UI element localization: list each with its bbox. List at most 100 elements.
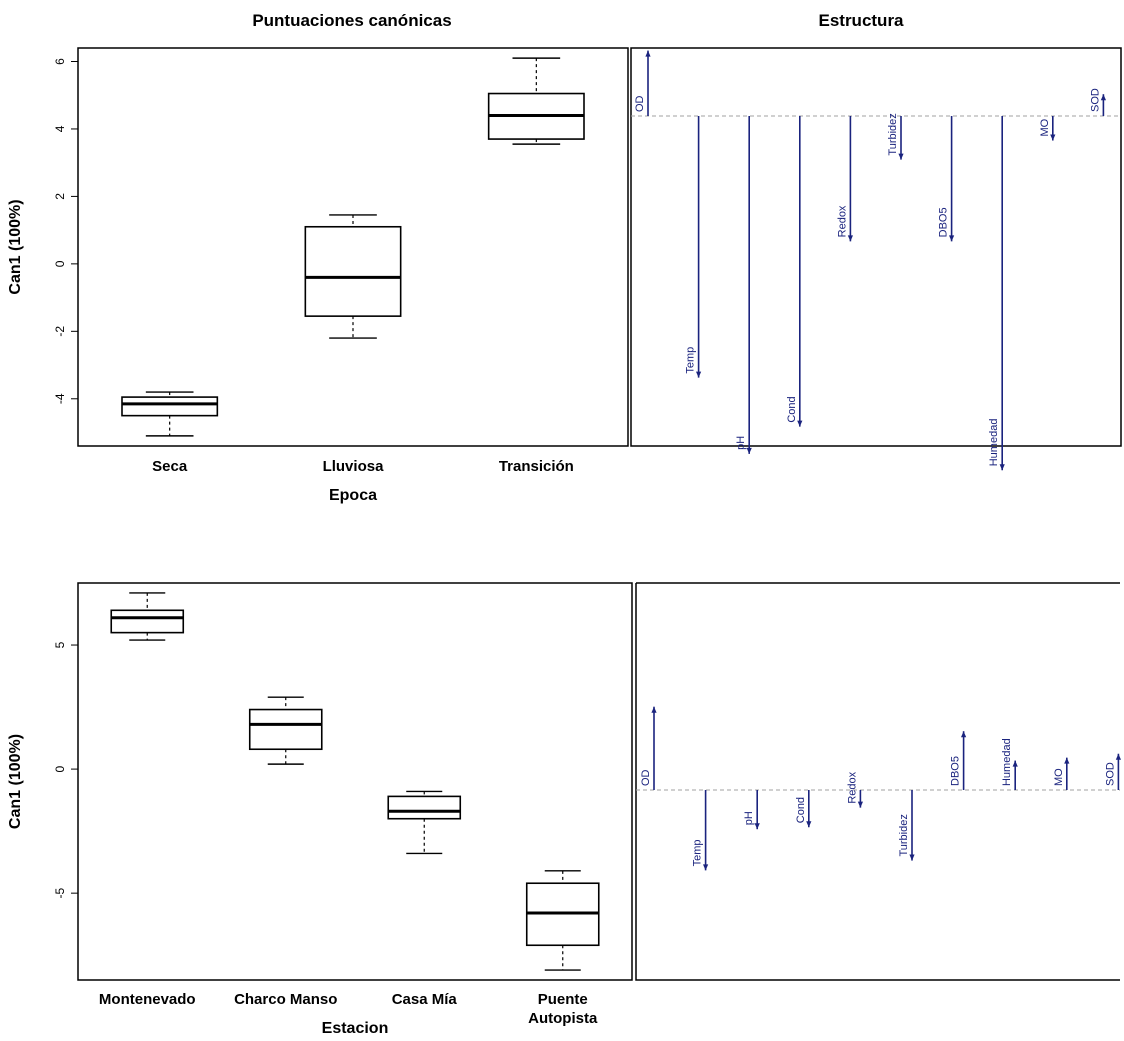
box-charco-manso bbox=[248, 696, 323, 765]
structure-arrowhead bbox=[857, 801, 863, 808]
y-tick-label: 6 bbox=[53, 58, 67, 65]
structure-arrowhead bbox=[898, 153, 904, 160]
structure-label-dbo5: DBO5 bbox=[938, 207, 950, 237]
structure-label-turbidez: Turbidez bbox=[898, 814, 910, 856]
structure-arrowhead bbox=[746, 447, 752, 454]
structure-label-od: OD bbox=[634, 95, 646, 112]
structure-arrowhead bbox=[1064, 757, 1070, 764]
structure-cond: Cond bbox=[786, 116, 803, 427]
box-iqr bbox=[304, 225, 402, 317]
structure-arrowhead bbox=[999, 464, 1005, 471]
structure-label-ph: pH bbox=[735, 436, 747, 450]
structure-arrowhead bbox=[847, 235, 853, 242]
structure-cond: Cond bbox=[795, 790, 812, 828]
structure-arrowhead bbox=[696, 371, 702, 378]
y-tick-label: -2 bbox=[53, 326, 67, 337]
structure-temp: Temp bbox=[685, 116, 702, 378]
structure-label-humedad: Humedad bbox=[1001, 738, 1013, 786]
structure-redox: Redox bbox=[846, 771, 863, 808]
box-seca bbox=[121, 391, 219, 437]
structure-arrowhead bbox=[949, 235, 955, 242]
box-montenevado bbox=[110, 592, 185, 641]
structure-mo: MO bbox=[1053, 757, 1070, 790]
plot-frame bbox=[77, 582, 633, 981]
panel-estacion-boxplot: -5 0 5 Montenevado Charco Manso Casa Mía Puent… bbox=[7, 582, 633, 1037]
box-iqr bbox=[110, 609, 185, 634]
structure-turbidez: Turbidez bbox=[887, 113, 904, 160]
structure-label-mo: MO bbox=[1039, 118, 1051, 136]
structure-arrowhead bbox=[1115, 753, 1121, 760]
y-tick-label: -5 bbox=[53, 887, 67, 898]
structure-arrowhead bbox=[651, 706, 657, 713]
panel-epoca-structure: OD Temp pH Cond Redox Turbidez DBO5 Humedad MO SO… bbox=[630, 47, 1122, 471]
structure-ph: pH bbox=[743, 790, 760, 830]
structure-dbo5: DBO5 bbox=[938, 116, 955, 242]
structure-arrowhead bbox=[806, 821, 812, 828]
structure-arrowhead bbox=[1050, 134, 1056, 141]
structure-arrowhead bbox=[797, 420, 803, 427]
structure-arrowhead bbox=[1100, 94, 1106, 101]
box-lluviosa bbox=[304, 214, 402, 339]
x-category-label: Transición bbox=[499, 458, 574, 475]
structure-label-cond: Cond bbox=[786, 396, 798, 422]
structure-temp: Temp bbox=[692, 790, 709, 871]
structure-redox: Redox bbox=[836, 116, 853, 242]
structure-label-humedad: Humedad bbox=[988, 419, 1000, 467]
structure-label-redox: Redox bbox=[836, 205, 848, 237]
box-iqr bbox=[121, 396, 219, 417]
y-tick-label: 0 bbox=[53, 260, 67, 267]
x-category-label: Lluviosa bbox=[323, 458, 385, 475]
structure-arrowhead bbox=[754, 823, 760, 830]
structure-label-od: OD bbox=[640, 769, 652, 786]
structure-humedad: Humedad bbox=[988, 116, 1005, 471]
panel-epoca-boxplot: -4 -2 0 2 4 6 Seca Lluviosa Transición Epoca Can1 … bbox=[7, 47, 629, 504]
structure-arrowhead bbox=[645, 50, 651, 57]
structure-mo: MO bbox=[1039, 116, 1056, 141]
x-axis-label: Estacion bbox=[322, 1020, 389, 1037]
structure-label-sod: SOD bbox=[1089, 88, 1101, 112]
structure-arrowhead bbox=[703, 864, 709, 871]
structure-arrowhead bbox=[961, 731, 967, 738]
structure-od: OD bbox=[634, 50, 651, 116]
y-tick-label: 4 bbox=[53, 125, 67, 132]
x-category-label: Casa Mía bbox=[392, 991, 458, 1008]
structure-label-ph: pH bbox=[743, 811, 755, 825]
structure-turbidez: Turbidez bbox=[898, 790, 915, 861]
structure-arrowhead bbox=[909, 854, 915, 861]
x-category-label: Autopista bbox=[528, 1010, 598, 1027]
y-axis-label: Can1 (100%) bbox=[7, 734, 24, 829]
structure-label-cond: Cond bbox=[795, 797, 807, 823]
x-category-label: Puente bbox=[538, 991, 588, 1008]
y-tick-label: 0 bbox=[53, 765, 67, 772]
structure-od: OD bbox=[640, 706, 657, 790]
plot-frame bbox=[77, 47, 629, 447]
plot-frame bbox=[635, 583, 1120, 981]
structure-label-dbo5: DBO5 bbox=[950, 756, 962, 786]
panel-estacion-structure: OD Temp pH Cond Redox Turbidez DBO5 Humedad MO SO… bbox=[635, 582, 1121, 981]
x-category-label: Montenevado bbox=[99, 991, 196, 1008]
plot-frame bbox=[630, 47, 1122, 447]
structure-label-sod: SOD bbox=[1104, 762, 1116, 786]
x-axis-label: Epoca bbox=[329, 487, 377, 504]
y-tick-label: -4 bbox=[53, 393, 67, 404]
structure-sod: SOD bbox=[1104, 753, 1121, 790]
structure-arrowhead bbox=[1012, 760, 1018, 767]
x-category-label: Seca bbox=[152, 458, 188, 475]
structure-label-turbidez: Turbidez bbox=[887, 113, 899, 155]
structure-label-temp: Temp bbox=[692, 839, 704, 866]
box-casa-mia bbox=[387, 790, 462, 855]
box-puente-autopista bbox=[525, 870, 600, 971]
y-tick-label: 2 bbox=[53, 193, 67, 200]
box-transicion bbox=[487, 57, 585, 145]
x-category-label: Charco Manso bbox=[234, 991, 337, 1008]
structure-ph: pH bbox=[735, 116, 752, 454]
structure-dbo5: DBO5 bbox=[950, 731, 967, 790]
box-iqr bbox=[387, 795, 462, 820]
structure-humedad: Humedad bbox=[1001, 738, 1018, 790]
structure-label-mo: MO bbox=[1053, 768, 1065, 786]
structure-label-temp: Temp bbox=[685, 347, 697, 374]
y-axis-label: Can1 (100%) bbox=[7, 199, 24, 294]
structure-label-redox: Redox bbox=[846, 771, 858, 803]
y-tick-label: 5 bbox=[53, 641, 67, 648]
